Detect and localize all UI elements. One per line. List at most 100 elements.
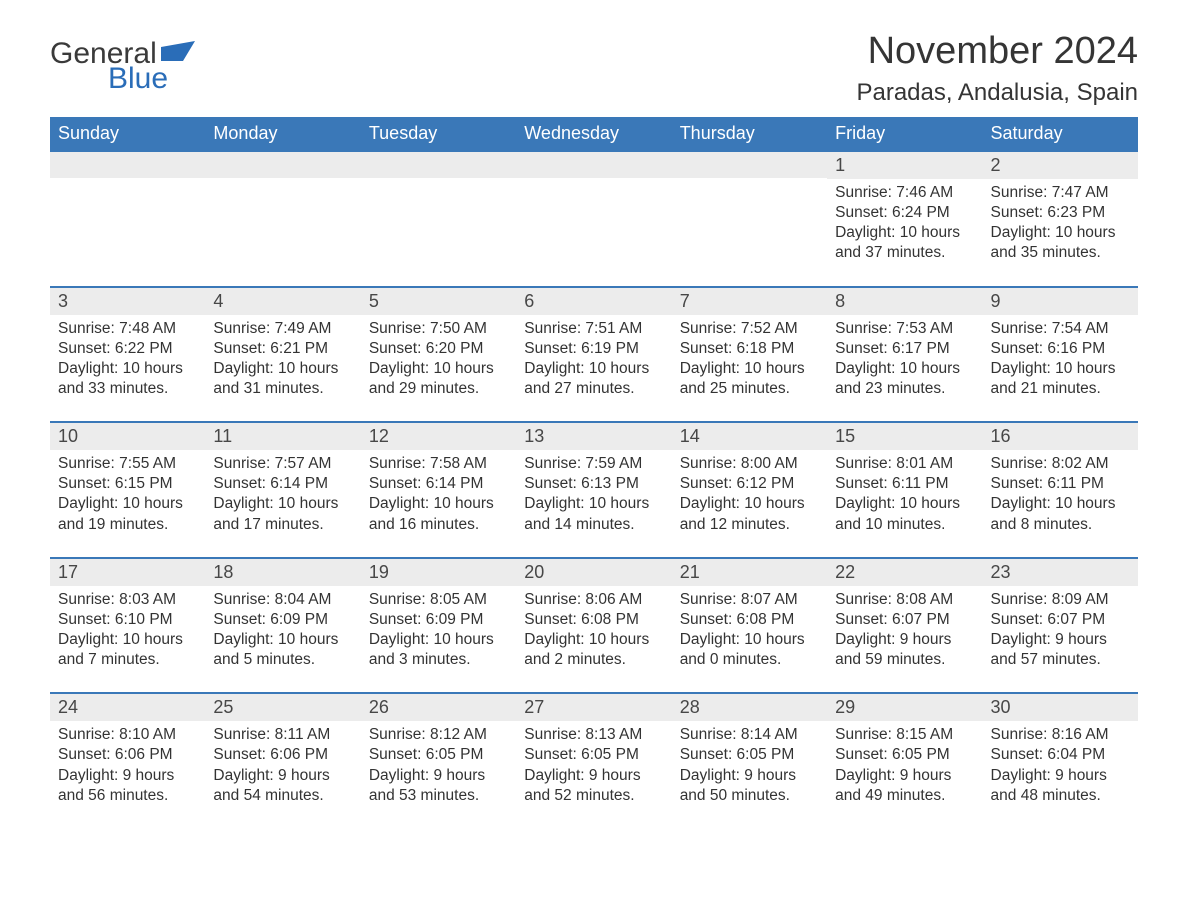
- day-cell: 6Sunrise: 7:51 AMSunset: 6:19 PMDaylight…: [516, 288, 671, 422]
- day-body: Sunrise: 7:53 AMSunset: 6:17 PMDaylight:…: [827, 315, 982, 422]
- sunrise-text: Sunrise: 7:59 AM: [524, 454, 663, 474]
- daylight-text: Daylight: 10 hours and 33 minutes.: [58, 359, 197, 399]
- header: General Blue November 2024 Paradas, Anda…: [50, 30, 1138, 107]
- day-cell: 4Sunrise: 7:49 AMSunset: 6:21 PMDaylight…: [205, 288, 360, 422]
- day-cell: 27Sunrise: 8:13 AMSunset: 6:05 PMDayligh…: [516, 694, 671, 828]
- sunrise-text: Sunrise: 7:55 AM: [58, 454, 197, 474]
- weekday-header-wednesday: Wednesday: [516, 117, 671, 150]
- sunset-text: Sunset: 6:23 PM: [991, 203, 1130, 223]
- day-number: [361, 152, 516, 178]
- sunset-text: Sunset: 6:11 PM: [835, 474, 974, 494]
- day-cell: 22Sunrise: 8:08 AMSunset: 6:07 PMDayligh…: [827, 559, 982, 693]
- day-cell: 20Sunrise: 8:06 AMSunset: 6:08 PMDayligh…: [516, 559, 671, 693]
- daylight-text: Daylight: 10 hours and 27 minutes.: [524, 359, 663, 399]
- day-number: 6: [516, 288, 671, 315]
- sunset-text: Sunset: 6:08 PM: [680, 610, 819, 630]
- day-number: 23: [983, 559, 1138, 586]
- day-body: Sunrise: 8:15 AMSunset: 6:05 PMDaylight:…: [827, 721, 982, 828]
- day-number: [672, 152, 827, 178]
- day-cell: 5Sunrise: 7:50 AMSunset: 6:20 PMDaylight…: [361, 288, 516, 422]
- week-row: 3Sunrise: 7:48 AMSunset: 6:22 PMDaylight…: [50, 286, 1138, 422]
- logo-text-blue: Blue: [50, 65, 195, 94]
- day-number: 21: [672, 559, 827, 586]
- day-number: 4: [205, 288, 360, 315]
- sunset-text: Sunset: 6:09 PM: [213, 610, 352, 630]
- sunrise-text: Sunrise: 8:10 AM: [58, 725, 197, 745]
- sunset-text: Sunset: 6:10 PM: [58, 610, 197, 630]
- sunset-text: Sunset: 6:16 PM: [991, 339, 1130, 359]
- day-number: 5: [361, 288, 516, 315]
- day-cell: 25Sunrise: 8:11 AMSunset: 6:06 PMDayligh…: [205, 694, 360, 828]
- sunrise-text: Sunrise: 7:47 AM: [991, 183, 1130, 203]
- daylight-text: Daylight: 10 hours and 5 minutes.: [213, 630, 352, 670]
- sunrise-text: Sunrise: 8:06 AM: [524, 590, 663, 610]
- day-number: 1: [827, 152, 982, 179]
- day-cell: 17Sunrise: 8:03 AMSunset: 6:10 PMDayligh…: [50, 559, 205, 693]
- day-body: Sunrise: 8:01 AMSunset: 6:11 PMDaylight:…: [827, 450, 982, 557]
- day-cell: 11Sunrise: 7:57 AMSunset: 6:14 PMDayligh…: [205, 423, 360, 557]
- day-cell: 16Sunrise: 8:02 AMSunset: 6:11 PMDayligh…: [983, 423, 1138, 557]
- day-body: Sunrise: 8:11 AMSunset: 6:06 PMDaylight:…: [205, 721, 360, 828]
- day-body: Sunrise: 7:49 AMSunset: 6:21 PMDaylight:…: [205, 315, 360, 422]
- day-body: Sunrise: 8:04 AMSunset: 6:09 PMDaylight:…: [205, 586, 360, 693]
- weekday-header-monday: Monday: [205, 117, 360, 150]
- sunrise-text: Sunrise: 8:13 AM: [524, 725, 663, 745]
- calendar: SundayMondayTuesdayWednesdayThursdayFrid…: [50, 117, 1138, 828]
- day-number: 19: [361, 559, 516, 586]
- weekday-header-saturday: Saturday: [983, 117, 1138, 150]
- day-cell: 9Sunrise: 7:54 AMSunset: 6:16 PMDaylight…: [983, 288, 1138, 422]
- daylight-text: Daylight: 10 hours and 16 minutes.: [369, 494, 508, 534]
- sunset-text: Sunset: 6:18 PM: [680, 339, 819, 359]
- day-number: 3: [50, 288, 205, 315]
- day-body: [516, 178, 671, 268]
- day-body: Sunrise: 7:54 AMSunset: 6:16 PMDaylight:…: [983, 315, 1138, 422]
- sunset-text: Sunset: 6:05 PM: [835, 745, 974, 765]
- day-body: Sunrise: 7:47 AMSunset: 6:23 PMDaylight:…: [983, 179, 1138, 286]
- day-body: Sunrise: 8:07 AMSunset: 6:08 PMDaylight:…: [672, 586, 827, 693]
- daylight-text: Daylight: 10 hours and 2 minutes.: [524, 630, 663, 670]
- day-cell: 13Sunrise: 7:59 AMSunset: 6:13 PMDayligh…: [516, 423, 671, 557]
- day-body: Sunrise: 7:48 AMSunset: 6:22 PMDaylight:…: [50, 315, 205, 422]
- day-number: 26: [361, 694, 516, 721]
- day-body: Sunrise: 7:50 AMSunset: 6:20 PMDaylight:…: [361, 315, 516, 422]
- day-number: 7: [672, 288, 827, 315]
- weekday-header-sunday: Sunday: [50, 117, 205, 150]
- day-number: 14: [672, 423, 827, 450]
- sunset-text: Sunset: 6:07 PM: [835, 610, 974, 630]
- sunset-text: Sunset: 6:22 PM: [58, 339, 197, 359]
- day-body: [50, 178, 205, 268]
- sunset-text: Sunset: 6:21 PM: [213, 339, 352, 359]
- sunrise-text: Sunrise: 8:02 AM: [991, 454, 1130, 474]
- sunrise-text: Sunrise: 7:51 AM: [524, 319, 663, 339]
- day-cell: 24Sunrise: 8:10 AMSunset: 6:06 PMDayligh…: [50, 694, 205, 828]
- sunset-text: Sunset: 6:20 PM: [369, 339, 508, 359]
- sunrise-text: Sunrise: 7:58 AM: [369, 454, 508, 474]
- daylight-text: Daylight: 10 hours and 19 minutes.: [58, 494, 197, 534]
- sunrise-text: Sunrise: 8:11 AM: [213, 725, 352, 745]
- day-number: 13: [516, 423, 671, 450]
- daylight-text: Daylight: 10 hours and 29 minutes.: [369, 359, 508, 399]
- daylight-text: Daylight: 10 hours and 17 minutes.: [213, 494, 352, 534]
- sunset-text: Sunset: 6:08 PM: [524, 610, 663, 630]
- month-title: November 2024: [856, 30, 1138, 73]
- day-number: 10: [50, 423, 205, 450]
- week-row: 17Sunrise: 8:03 AMSunset: 6:10 PMDayligh…: [50, 557, 1138, 693]
- sunset-text: Sunset: 6:04 PM: [991, 745, 1130, 765]
- daylight-text: Daylight: 10 hours and 0 minutes.: [680, 630, 819, 670]
- day-cell: 29Sunrise: 8:15 AMSunset: 6:05 PMDayligh…: [827, 694, 982, 828]
- sunrise-text: Sunrise: 7:46 AM: [835, 183, 974, 203]
- sunrise-text: Sunrise: 8:09 AM: [991, 590, 1130, 610]
- day-cell: [205, 152, 360, 286]
- sunset-text: Sunset: 6:05 PM: [369, 745, 508, 765]
- sunrise-text: Sunrise: 8:01 AM: [835, 454, 974, 474]
- sunset-text: Sunset: 6:14 PM: [213, 474, 352, 494]
- weeks-container: 1Sunrise: 7:46 AMSunset: 6:24 PMDaylight…: [50, 150, 1138, 828]
- sunset-text: Sunset: 6:05 PM: [680, 745, 819, 765]
- day-number: [516, 152, 671, 178]
- sunset-text: Sunset: 6:15 PM: [58, 474, 197, 494]
- daylight-text: Daylight: 10 hours and 3 minutes.: [369, 630, 508, 670]
- daylight-text: Daylight: 9 hours and 59 minutes.: [835, 630, 974, 670]
- day-number: [205, 152, 360, 178]
- day-cell: 14Sunrise: 8:00 AMSunset: 6:12 PMDayligh…: [672, 423, 827, 557]
- day-body: [361, 178, 516, 268]
